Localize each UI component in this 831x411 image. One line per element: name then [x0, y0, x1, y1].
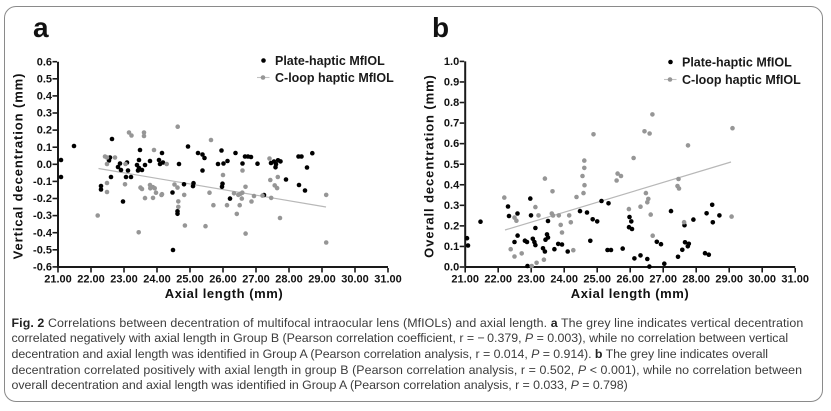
svg-text:-0.2: -0.2: [33, 193, 52, 205]
svg-text:-0.6: -0.6: [33, 262, 52, 274]
svg-text:0.1: 0.1: [444, 241, 459, 253]
svg-text:31.00: 31.00: [781, 274, 809, 286]
svg-text:-0.3: -0.3: [33, 210, 52, 222]
svg-text:25.00: 25.00: [176, 274, 204, 286]
svg-text:0.9: 0.9: [444, 77, 459, 89]
svg-text:30.00: 30.00: [748, 274, 776, 286]
svg-text:-0.4: -0.4: [33, 227, 53, 239]
svg-text:0.8: 0.8: [444, 97, 459, 109]
svg-text:Plate-haptic MfIOL: Plate-haptic MfIOL: [682, 56, 792, 70]
svg-text:21.00: 21.00: [44, 274, 72, 286]
svg-text:0.6: 0.6: [37, 56, 52, 68]
svg-text:29.00: 29.00: [308, 274, 336, 286]
svg-text:-0.5: -0.5: [33, 244, 52, 256]
svg-text:23.00: 23.00: [110, 274, 138, 286]
svg-text:Vertical decentration (mm): Vertical decentration (mm): [11, 73, 26, 260]
svg-text:0.0: 0.0: [37, 159, 52, 171]
svg-text:31.00: 31.00: [374, 274, 402, 286]
svg-text:-0.1: -0.1: [33, 176, 52, 188]
svg-text:23.00: 23.00: [517, 274, 545, 286]
svg-text:C-loop haptic MfIOL: C-loop haptic MfIOL: [682, 73, 801, 87]
svg-text:0.5: 0.5: [37, 73, 52, 85]
svg-text:0.0: 0.0: [444, 262, 459, 274]
svg-text:24.00: 24.00: [143, 274, 171, 286]
svg-text:27.00: 27.00: [649, 274, 677, 286]
svg-text:0.4: 0.4: [444, 179, 460, 191]
svg-text:22.00: 22.00: [484, 274, 512, 286]
svg-text:C-loop haptic MfIOL: C-loop haptic MfIOL: [275, 71, 394, 85]
svg-text:28.00: 28.00: [682, 274, 710, 286]
svg-text:0.2: 0.2: [444, 220, 459, 232]
svg-text:26.00: 26.00: [209, 274, 237, 286]
svg-text:1.0: 1.0: [444, 56, 459, 68]
svg-text:Axial length (mm): Axial length (mm): [571, 286, 689, 301]
svg-text:0.1: 0.1: [37, 142, 52, 154]
svg-text:25.00: 25.00: [583, 274, 611, 286]
svg-text:0.5: 0.5: [444, 159, 459, 171]
svg-text:0.3: 0.3: [37, 108, 52, 120]
svg-text:27.00: 27.00: [242, 274, 270, 286]
svg-text:Overall decentration (mm): Overall decentration (mm): [422, 74, 437, 258]
svg-text:21.00: 21.00: [451, 274, 479, 286]
svg-text:0.2: 0.2: [37, 125, 52, 137]
svg-text:28.00: 28.00: [275, 274, 303, 286]
svg-text:29.00: 29.00: [715, 274, 743, 286]
svg-text:0.3: 0.3: [444, 200, 459, 212]
svg-text:Plate-haptic MfIOL: Plate-haptic MfIOL: [275, 54, 385, 68]
svg-text:24.00: 24.00: [550, 274, 578, 286]
svg-text:a: a: [33, 12, 49, 43]
svg-text:Axial length (mm): Axial length (mm): [165, 286, 283, 301]
svg-text:0.6: 0.6: [444, 138, 459, 150]
svg-text:b: b: [432, 12, 449, 43]
svg-text:22.00: 22.00: [77, 274, 105, 286]
svg-text:0.4: 0.4: [37, 91, 53, 103]
svg-text:0.7: 0.7: [444, 118, 459, 130]
svg-text:30.00: 30.00: [341, 274, 369, 286]
svg-text:26.00: 26.00: [616, 274, 644, 286]
